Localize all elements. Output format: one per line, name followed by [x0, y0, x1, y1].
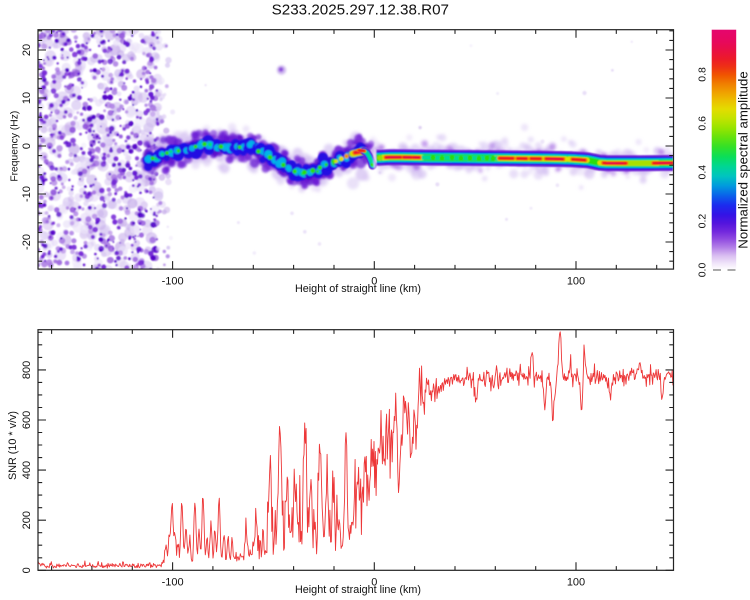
svg-text:0.0: 0.0 [697, 263, 709, 278]
svg-text:0: 0 [371, 275, 377, 287]
svg-text:Normalized spectral amplitude: Normalized spectral amplitude [736, 71, 750, 248]
svg-text:Height of straight line (km): Height of straight line (km) [295, 283, 421, 295]
svg-text:200: 200 [21, 511, 33, 529]
svg-text:0.2: 0.2 [697, 214, 709, 229]
svg-text:400: 400 [21, 461, 33, 479]
svg-text:-10: -10 [21, 186, 33, 202]
svg-text:-100: -100 [162, 576, 184, 588]
svg-text:600: 600 [21, 411, 33, 429]
svg-text:0.8: 0.8 [697, 67, 709, 82]
svg-text:20: 20 [21, 44, 33, 56]
svg-text:100: 100 [567, 275, 585, 287]
svg-text:100: 100 [567, 576, 585, 588]
svg-text:800: 800 [21, 361, 33, 379]
svg-text:SNR (10 * v/v): SNR (10 * v/v) [7, 411, 19, 480]
svg-text:10: 10 [21, 92, 33, 104]
svg-text:0.4: 0.4 [697, 165, 709, 180]
svg-text:0: 0 [21, 567, 33, 573]
svg-text:-100: -100 [162, 275, 184, 287]
svg-text:Height of straight line (km): Height of straight line (km) [295, 584, 421, 596]
svg-text:0: 0 [21, 143, 33, 149]
svg-text:-20: -20 [21, 234, 33, 250]
svg-text:0: 0 [371, 576, 377, 588]
svg-text:S233.2025.297.12.38.R07: S233.2025.297.12.38.R07 [272, 2, 449, 19]
svg-text:Frequency (Hz): Frequency (Hz) [10, 111, 21, 182]
svg-text:0.6: 0.6 [697, 116, 709, 131]
